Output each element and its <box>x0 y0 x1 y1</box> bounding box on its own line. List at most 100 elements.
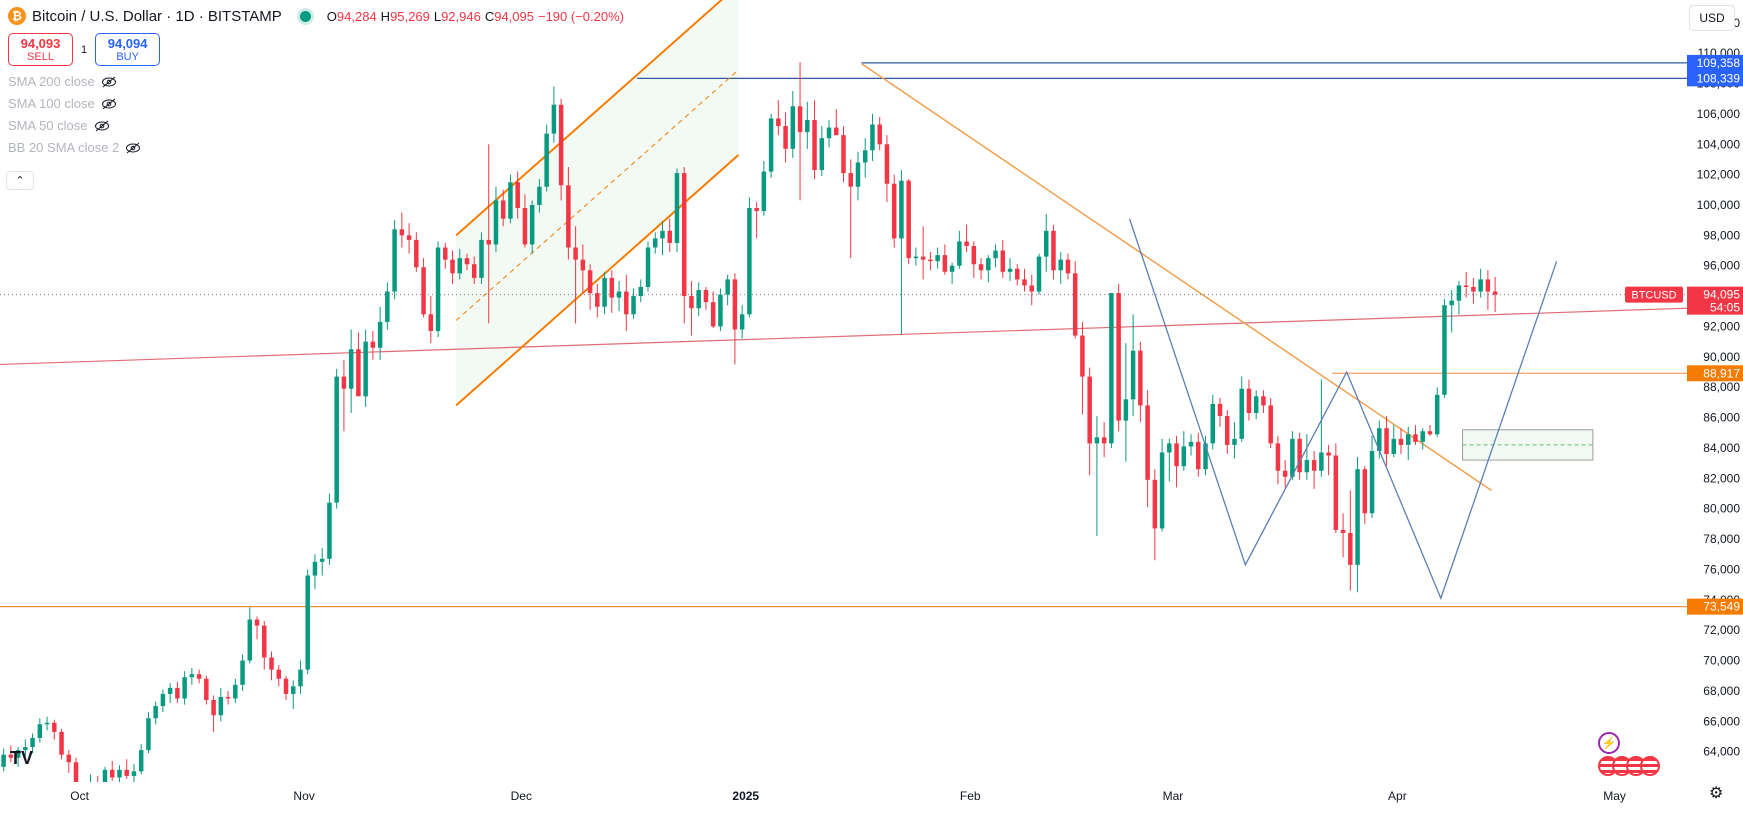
candle-body <box>819 138 825 171</box>
currency-button[interactable]: USD <box>1689 5 1735 31</box>
candle-body <box>334 376 339 503</box>
candle-body <box>1116 293 1121 421</box>
indicator-label: BB 20 SMA close 2 <box>8 140 120 155</box>
candle-body <box>537 186 542 205</box>
economic-events[interactable] <box>1598 756 1660 776</box>
candle-body <box>1246 388 1252 414</box>
trade-panel: 94,093 SELL 1 94,094 BUY <box>8 33 161 66</box>
candle-body <box>826 127 832 139</box>
x-tick-label: Feb <box>960 789 981 803</box>
eye-off-icon[interactable] <box>94 120 110 132</box>
lightning-icon[interactable]: ⚡ <box>1598 732 1620 754</box>
y-tick-label: 98,000 <box>1703 228 1740 242</box>
candle-body <box>978 264 984 271</box>
price-axis-bg <box>1687 0 1743 813</box>
candle-body <box>529 204 535 245</box>
candle-body <box>783 126 788 149</box>
candle-body <box>305 575 310 670</box>
candle-body <box>1087 376 1092 444</box>
candle-body <box>204 678 209 701</box>
indicator-row[interactable]: BB 20 SMA close 2 <box>8 140 141 155</box>
y-tick-label: 92,000 <box>1703 319 1740 333</box>
candle-body <box>986 258 991 271</box>
candle-body <box>327 502 332 559</box>
gear-icon[interactable]: ⚙ <box>1709 785 1724 802</box>
y-tick-label: 88,000 <box>1703 380 1740 394</box>
candle-body <box>341 376 347 389</box>
candle-body <box>443 247 448 260</box>
candle-body <box>363 341 368 397</box>
candle-body <box>348 349 354 389</box>
support-trend-line <box>0 307 1688 366</box>
candle-body <box>15 750 21 758</box>
candle-body <box>240 660 245 685</box>
time-axis-bg <box>0 782 1743 813</box>
candle-body <box>855 162 861 187</box>
candle-body <box>298 669 303 687</box>
candle-body <box>30 737 35 748</box>
candle-body <box>283 678 289 694</box>
eye-off-icon[interactable] <box>125 142 141 154</box>
sell-label: SELL <box>27 50 54 63</box>
candle-body <box>428 314 434 332</box>
ohlc-value: 95,269 <box>390 8 430 24</box>
candle-body <box>1007 268 1013 272</box>
eye-off-icon[interactable] <box>101 98 117 110</box>
market-status-icon[interactable] <box>299 10 311 22</box>
candle-body <box>1282 470 1288 477</box>
indicator-row[interactable]: SMA 200 close <box>8 74 117 89</box>
candle-body <box>957 241 962 266</box>
candle-body <box>638 286 644 297</box>
price-axis-label: 94,095 <box>1703 288 1740 302</box>
us-flag-icon[interactable] <box>1640 756 1660 776</box>
candle-body <box>602 277 607 307</box>
candle-body <box>1196 441 1201 470</box>
candle-body <box>1413 434 1418 442</box>
symbol-title[interactable]: Bitcoin / U.S. Dollar · 1D · BITSTAMP <box>32 7 282 25</box>
candle-body <box>508 182 513 219</box>
buy-price: 94,094 <box>107 35 148 51</box>
candle-body <box>609 277 615 298</box>
candle-body <box>102 769 108 790</box>
candle-body <box>653 238 658 248</box>
sell-button[interactable]: 94,093 SELL <box>8 33 73 66</box>
tradingview-logo-icon[interactable]: TV <box>10 748 34 768</box>
candle-body <box>1340 529 1346 533</box>
candle-body <box>1442 305 1447 395</box>
candle-body <box>841 135 846 174</box>
indicator-row[interactable]: SMA 50 close <box>8 118 110 133</box>
candle-body <box>1109 293 1114 444</box>
candle-body <box>1167 443 1172 453</box>
y-tick-label: 104,000 <box>1697 137 1741 151</box>
candle-body <box>1471 286 1476 292</box>
candle-body <box>189 674 195 678</box>
candle-body <box>739 314 745 330</box>
spread-value: 1 <box>81 43 88 56</box>
candle-body <box>812 119 817 171</box>
candle-body <box>1369 450 1375 514</box>
candle-body <box>595 293 600 307</box>
candle-body <box>710 302 716 327</box>
eye-off-icon[interactable] <box>101 76 117 88</box>
y-tick-label: 86,000 <box>1703 411 1740 425</box>
x-tick-label: Oct <box>70 789 89 803</box>
indicator-row[interactable]: SMA 100 close <box>8 96 117 111</box>
ohlc-key: L <box>433 8 442 24</box>
indicator-label: SMA 50 close <box>8 118 88 133</box>
candle-body <box>479 239 484 278</box>
buy-button[interactable]: 94,094 BUY <box>95 33 161 66</box>
chevron-up-icon[interactable]: ⌃ <box>6 171 34 190</box>
candle-body <box>1492 291 1498 295</box>
candle-body <box>964 241 969 246</box>
candle-body <box>1065 259 1071 274</box>
ohlc-value: 92,946 <box>441 8 481 24</box>
candle-body <box>884 144 890 184</box>
candle-body <box>182 677 187 699</box>
candle-body <box>848 173 853 187</box>
candle-body <box>1051 230 1056 271</box>
price-axis-label-bg <box>1687 598 1743 615</box>
candle-body <box>616 291 622 298</box>
symbol-tag-bg <box>1625 286 1683 303</box>
candle-body <box>1362 469 1368 514</box>
